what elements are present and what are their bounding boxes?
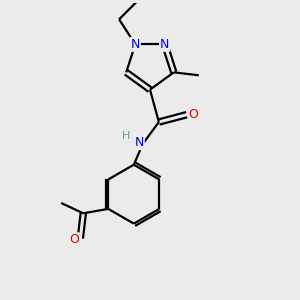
Text: N: N (160, 38, 169, 51)
Text: N: N (130, 38, 140, 51)
Text: H: H (122, 131, 130, 141)
Text: O: O (69, 233, 79, 246)
Text: O: O (188, 108, 198, 121)
Text: N: N (134, 136, 144, 149)
